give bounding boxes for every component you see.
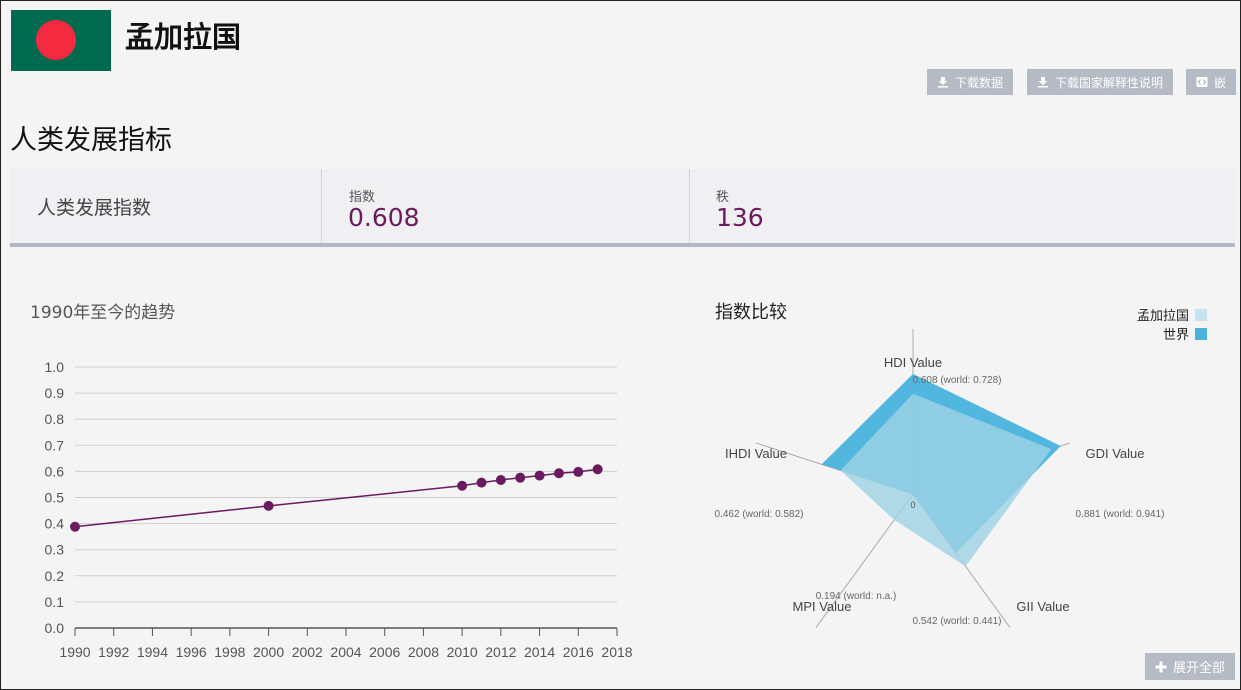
data-point bbox=[495, 475, 506, 486]
y-tick-label: 0.0 bbox=[45, 620, 65, 636]
trend-chart: 0.0 0.1 0.2 0.3 0.4 0.5 0.6 0.7 0.8 0.9 1.0 1990 199… bbox=[45, 359, 633, 660]
x-tick-label: 1990 bbox=[59, 644, 90, 660]
download-data-button[interactable]: 下载数据 bbox=[927, 69, 1014, 95]
x-tick-label: 2018 bbox=[601, 644, 632, 660]
index-label: 指数 bbox=[349, 190, 376, 205]
rank-label: 秩 bbox=[716, 190, 730, 205]
data-point bbox=[263, 500, 274, 511]
x-tick-label: 2006 bbox=[369, 644, 400, 660]
country-title: 孟加拉国 bbox=[125, 20, 242, 54]
x-tick-label: 1996 bbox=[176, 644, 207, 660]
x-tick-label: 1998 bbox=[214, 644, 245, 660]
expand-all-button[interactable]: 展开全部 bbox=[1144, 653, 1235, 680]
y-tick-label: 0.1 bbox=[45, 594, 65, 610]
x-tick-label: 2012 bbox=[485, 644, 516, 660]
x-tick-label: 1994 bbox=[137, 644, 168, 660]
legend-swatch-country bbox=[1195, 308, 1207, 321]
download-notes-button[interactable]: 下载国家解释性说明 bbox=[1027, 69, 1174, 95]
flag-disc bbox=[36, 20, 76, 60]
y-tick-label: 0.4 bbox=[45, 516, 65, 532]
y-tick-label: 0.3 bbox=[45, 542, 65, 558]
legend-item-country: 孟加拉国 bbox=[1137, 305, 1207, 324]
section-title: 人类发展指标 bbox=[10, 125, 172, 156]
embed-button[interactable]: 嵌 bbox=[1186, 69, 1237, 95]
x-tick-label: 2014 bbox=[524, 644, 555, 660]
x-tick-label: 2002 bbox=[292, 644, 323, 660]
legend-label-world: 世界 bbox=[1162, 328, 1189, 343]
summary-divider bbox=[689, 169, 690, 243]
data-point bbox=[457, 480, 468, 491]
y-tick-label: 0.8 bbox=[45, 411, 65, 427]
download-data-label: 下载数据 bbox=[955, 75, 1004, 90]
y-tick-label: 0.6 bbox=[45, 463, 65, 479]
summary-panel: 人类发展指数 指数 0.608 秩 136 bbox=[10, 169, 1235, 247]
indicator-name: 人类发展指数 bbox=[37, 197, 152, 219]
x-tick-label: 2016 bbox=[563, 644, 594, 660]
trend-series-line bbox=[74, 468, 598, 528]
y-tick-label: 0.2 bbox=[45, 568, 65, 584]
code-icon bbox=[1196, 77, 1208, 87]
trend-chart-title: 1990年至今的趋势 bbox=[30, 303, 176, 323]
radar-legend: 孟加拉国 世界 bbox=[1137, 305, 1207, 343]
plus-icon bbox=[1155, 661, 1167, 672]
download-icon bbox=[1038, 77, 1048, 88]
index-value: 0.608 bbox=[348, 203, 420, 232]
expand-all-label: 展开全部 bbox=[1172, 661, 1225, 676]
radar-chart-title: 指数比较 bbox=[715, 302, 787, 323]
y-tick-label: 0.9 bbox=[45, 385, 65, 401]
legend-swatch-world bbox=[1195, 327, 1207, 340]
rank-value: 136 bbox=[716, 203, 764, 232]
data-point bbox=[553, 468, 564, 479]
data-point bbox=[573, 466, 584, 477]
data-point bbox=[534, 470, 545, 481]
x-tick-label: 2008 bbox=[408, 644, 439, 660]
embed-label: 嵌 bbox=[1214, 75, 1227, 90]
x-tick-label: 1992 bbox=[98, 644, 129, 660]
country-flag bbox=[11, 10, 111, 71]
summary-divider bbox=[321, 169, 322, 243]
download-notes-label: 下载国家解释性说明 bbox=[1055, 75, 1164, 90]
y-tick-label: 1.0 bbox=[45, 359, 65, 375]
data-point bbox=[70, 521, 80, 532]
data-point bbox=[476, 477, 487, 488]
legend-label-country: 孟加拉国 bbox=[1136, 309, 1189, 324]
y-tick-label: 0.5 bbox=[45, 490, 65, 506]
legend-item-world: 世界 bbox=[1137, 324, 1207, 343]
x-tick-label: 2004 bbox=[330, 644, 361, 660]
y-tick-label: 0.7 bbox=[45, 437, 65, 453]
x-tick-label: 2000 bbox=[253, 644, 284, 660]
data-point bbox=[515, 472, 526, 483]
download-icon bbox=[938, 77, 948, 88]
x-tick-label: 2010 bbox=[447, 644, 478, 660]
data-point bbox=[592, 464, 603, 475]
